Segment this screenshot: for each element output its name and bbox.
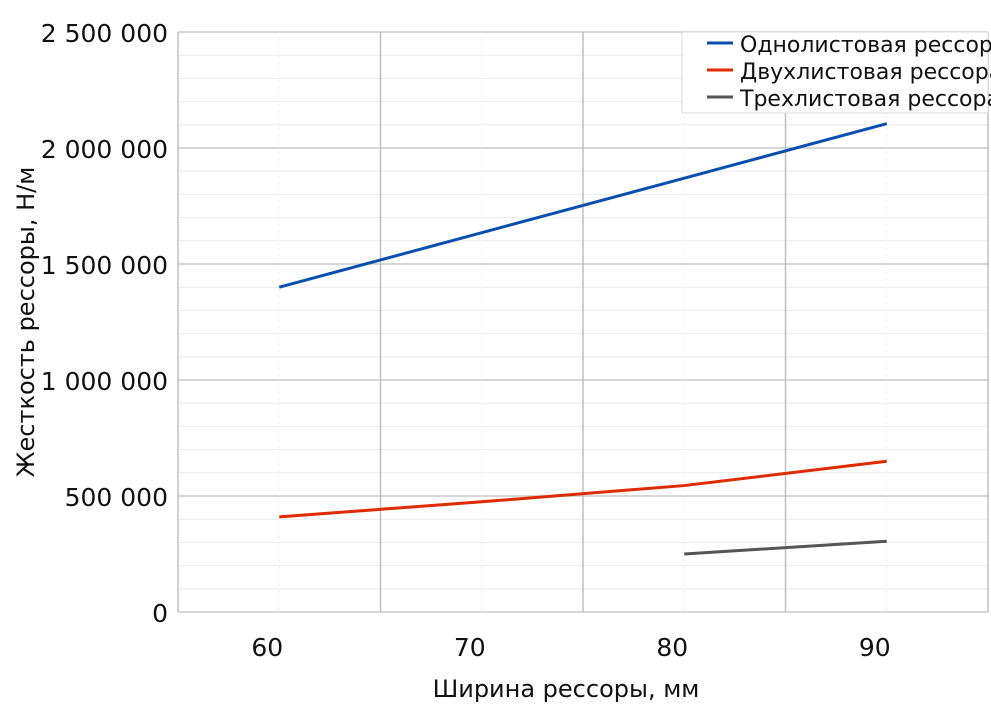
x-axis-label: Ширина рессоры, мм bbox=[433, 675, 700, 703]
series-line-3 bbox=[684, 539, 887, 556]
y-tick-label: 0 bbox=[152, 599, 168, 628]
series-line-2 bbox=[279, 459, 887, 519]
legend-box bbox=[681, 31, 989, 114]
y-tick-label: 500 000 bbox=[65, 483, 168, 512]
y-tick-label: 1 000 000 bbox=[41, 367, 168, 396]
y-tick-label: 2 500 000 bbox=[41, 19, 168, 48]
y-tick-label: 1 500 000 bbox=[41, 251, 168, 280]
x-tick-labels: 60 70 80 90 bbox=[251, 633, 890, 662]
grid bbox=[177, 31, 989, 613]
x-tick-label: 70 bbox=[454, 633, 486, 662]
legend-label: Двухлистовая рессора bbox=[740, 60, 991, 85]
x-tick-label: 60 bbox=[251, 633, 283, 662]
y-tick-labels: 0 500 000 1 000 000 1 500 000 2 000 000 2 500… bbox=[41, 19, 168, 628]
series-lines bbox=[278, 122, 888, 556]
legend-label: Однолистовая рессора bbox=[740, 33, 991, 58]
x-tick-label: 80 bbox=[656, 633, 688, 662]
series-line-1 bbox=[278, 122, 888, 289]
legend-label: Трехлистовая рессора bbox=[739, 87, 991, 112]
y-axis-label: Жесткость рессоры, Н/м bbox=[12, 167, 40, 478]
x-tick-label: 90 bbox=[859, 633, 891, 662]
y-tick-label: 2 000 000 bbox=[41, 135, 168, 164]
